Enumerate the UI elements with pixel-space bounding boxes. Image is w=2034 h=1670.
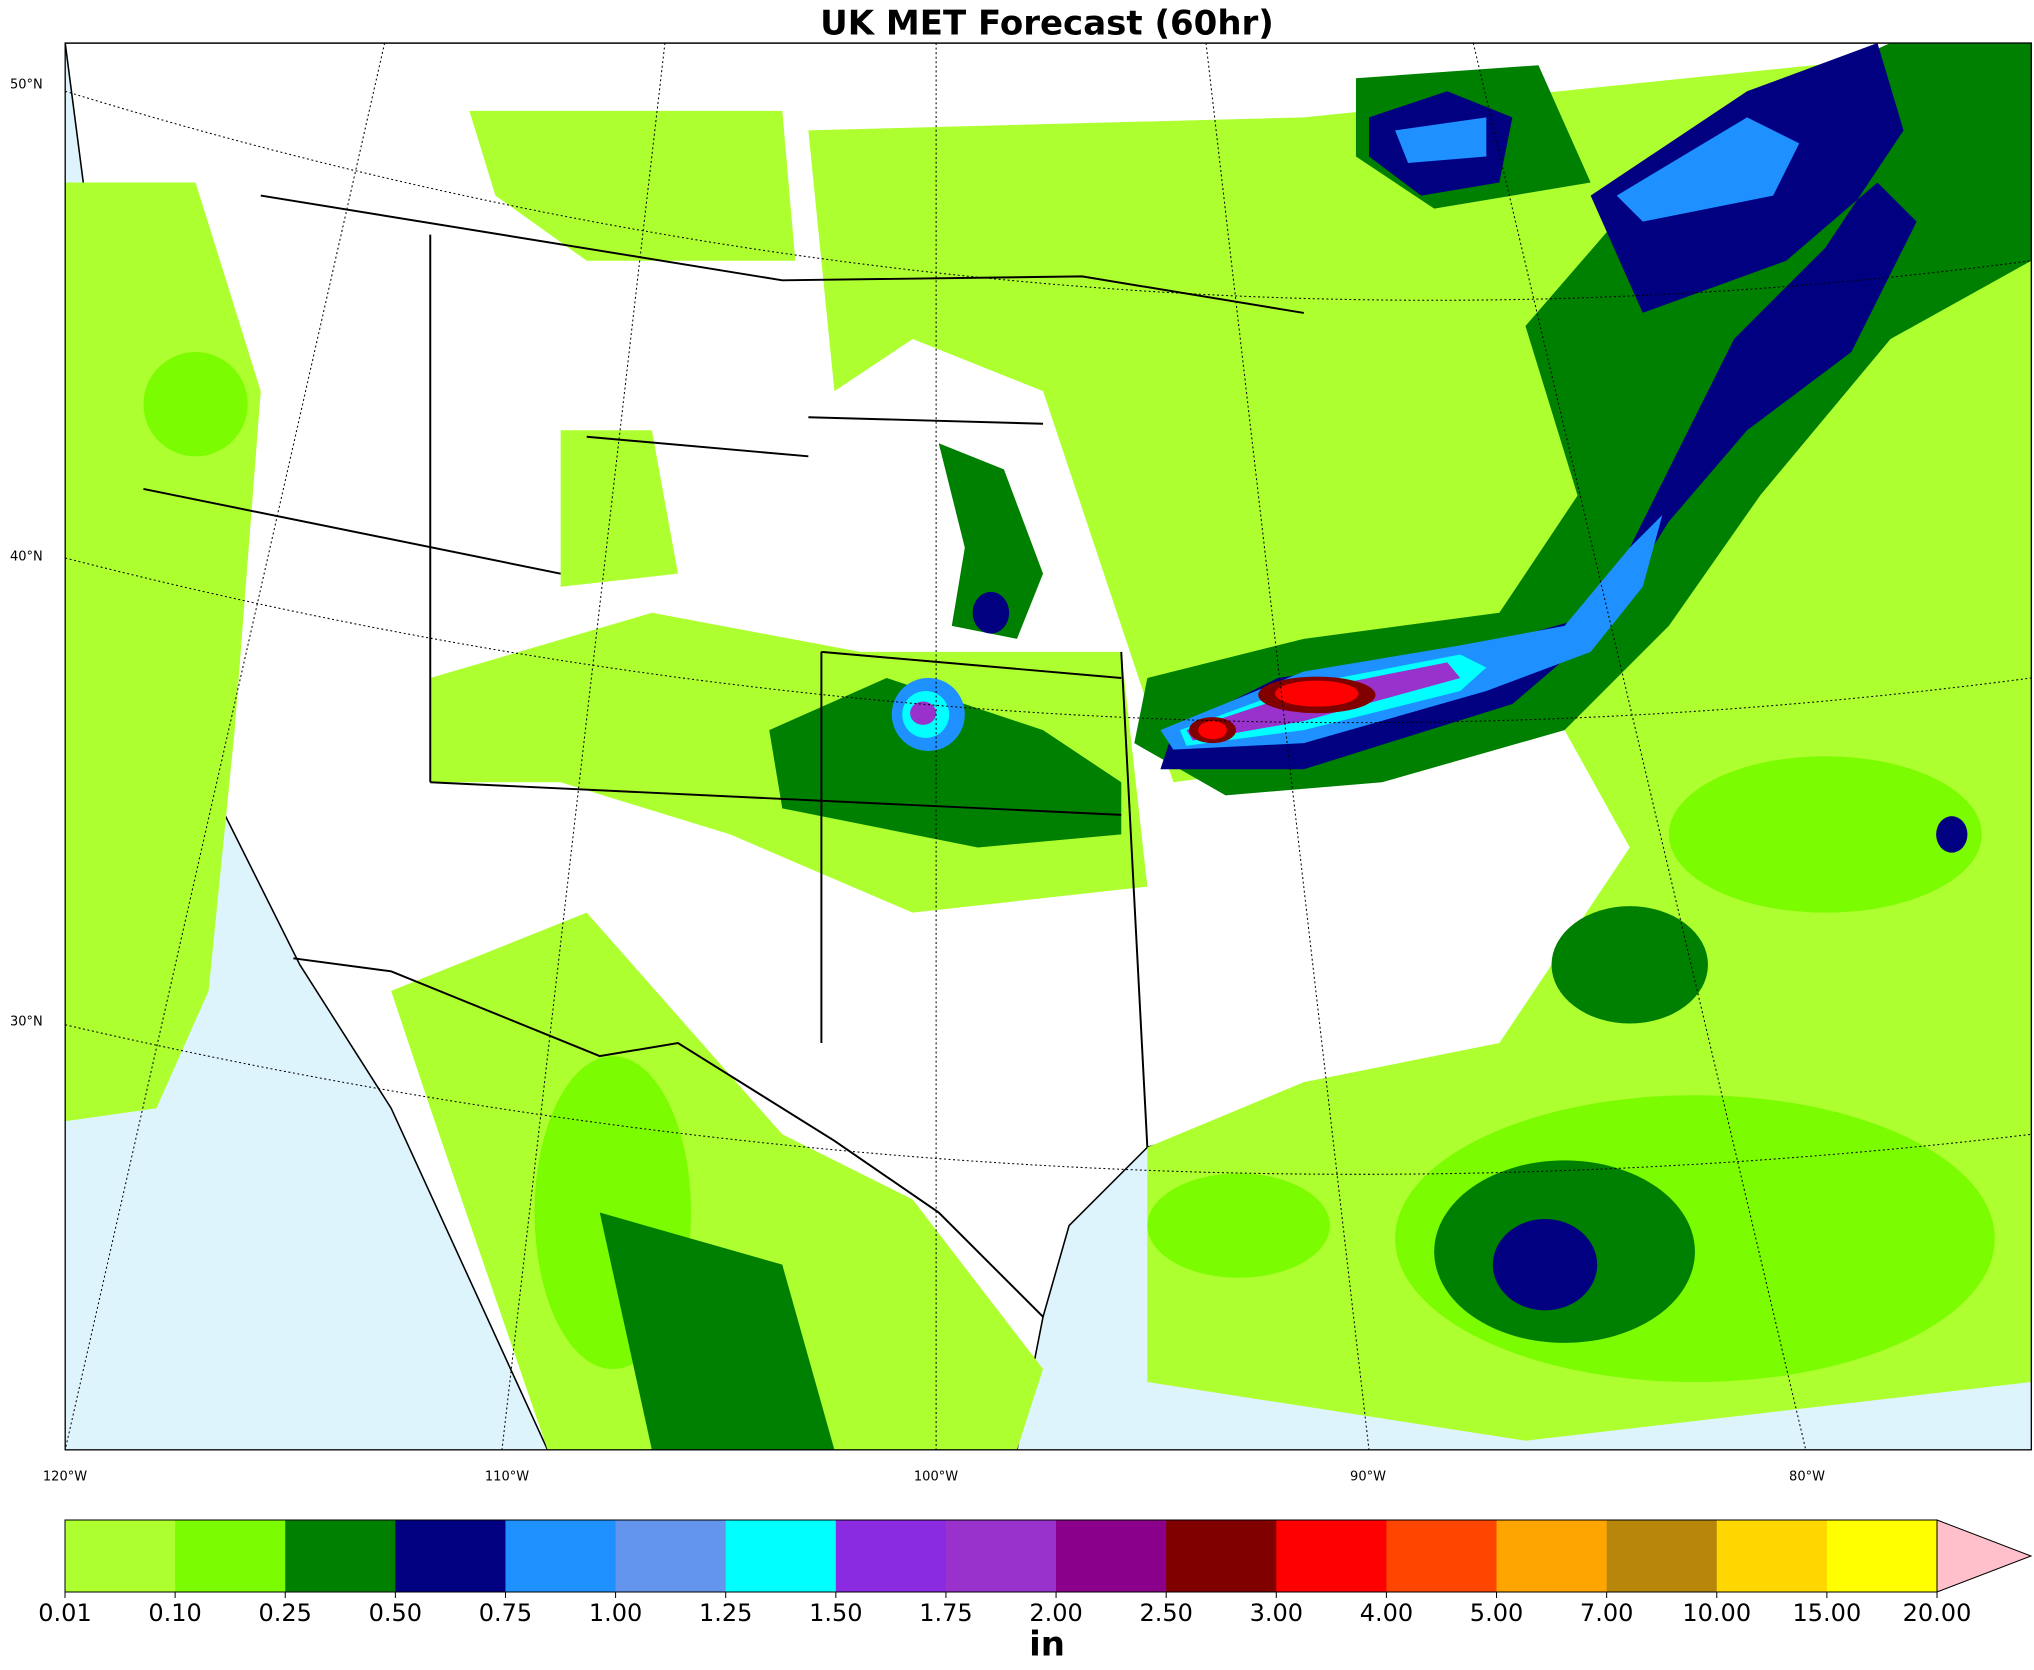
colorbar-segment	[1716, 1520, 1828, 1592]
colorbar-segment	[1276, 1520, 1387, 1592]
colorbar-segment	[505, 1520, 617, 1592]
colorbar-tick-label: 0.75	[479, 1599, 532, 1627]
colorbar-tick-label: 10.00	[1682, 1599, 1751, 1627]
colorbar-tick-label: 15.00	[1793, 1599, 1862, 1627]
colorbar-unit: in	[1029, 1625, 1065, 1665]
colorbar-tick-label: 5.00	[1470, 1599, 1523, 1627]
colorbar-outline	[64, 1519, 1938, 1593]
colorbar-tick-label: 1.00	[589, 1599, 642, 1627]
lat-label: 50°N	[10, 78, 43, 93]
graticule-labels: 50°N 40°N 30°N 120°W 110°W 100°W 90°W 80°W	[10, 78, 1825, 1485]
colorbar-segment	[1606, 1520, 1718, 1592]
map	[64, 42, 2032, 1451]
colorbar-segment	[1166, 1520, 1277, 1592]
colorbar-tick-label: 0.10	[148, 1599, 201, 1627]
colorbar-tick-label: 4.00	[1360, 1599, 1413, 1627]
lon-label: 120°W	[43, 1470, 87, 1485]
borders	[143, 194, 1304, 1318]
colorbar-segment	[175, 1520, 286, 1592]
lon-label: 110°W	[485, 1470, 529, 1485]
colorbar-tick-label: 0.50	[369, 1599, 422, 1627]
colorbar-segment	[1386, 1520, 1498, 1592]
colorbar-tick-label: 20.00	[1903, 1599, 1972, 1627]
colorbar-segment	[65, 1520, 176, 1592]
colorbar-tick-label: 2.00	[1029, 1599, 1082, 1627]
title: UK MET Forecast (60hr)	[820, 4, 1274, 44]
colorbar-segment	[395, 1520, 506, 1592]
lat-label: 30°N	[10, 1015, 43, 1030]
colorbar-segment	[1826, 1520, 1938, 1592]
colorbar-tick-label: 7.00	[1580, 1599, 1633, 1627]
colorbar-tick-label: 1.50	[809, 1599, 862, 1627]
lon-label: 80°W	[1789, 1470, 1825, 1485]
colorbar-segment	[615, 1520, 727, 1592]
colorbar-segment	[725, 1520, 837, 1592]
colorbar-segment	[285, 1520, 396, 1592]
precip-extreme	[891, 117, 1800, 751]
map-frame	[64, 42, 2032, 1451]
colorbar-tick-label: 1.25	[699, 1599, 752, 1627]
lon-label: 100°W	[914, 1470, 958, 1485]
colorbar-tick-label: 1.75	[919, 1599, 972, 1627]
colorbar-segment	[945, 1520, 1057, 1592]
colorbar-tick-label: 3.00	[1250, 1599, 1303, 1627]
lat-label: 40°N	[10, 550, 43, 565]
colorbar: 0.01 0.10 0.25 0.50 0.75 1.00 1.25 1.50 1.75 2.00…	[38, 1519, 2033, 1627]
colorbar-segment	[1056, 1520, 1167, 1592]
colorbar-extension	[1936, 1519, 2033, 1593]
colorbar-segment	[1496, 1520, 1608, 1592]
colorbar-tick-label: 2.50	[1139, 1599, 1192, 1627]
colorbar-tick-label: 0.01	[38, 1599, 91, 1627]
colorbar-segment	[835, 1520, 947, 1592]
colorbar-tick-label: 0.25	[259, 1599, 312, 1627]
lon-label: 90°W	[1350, 1470, 1386, 1485]
